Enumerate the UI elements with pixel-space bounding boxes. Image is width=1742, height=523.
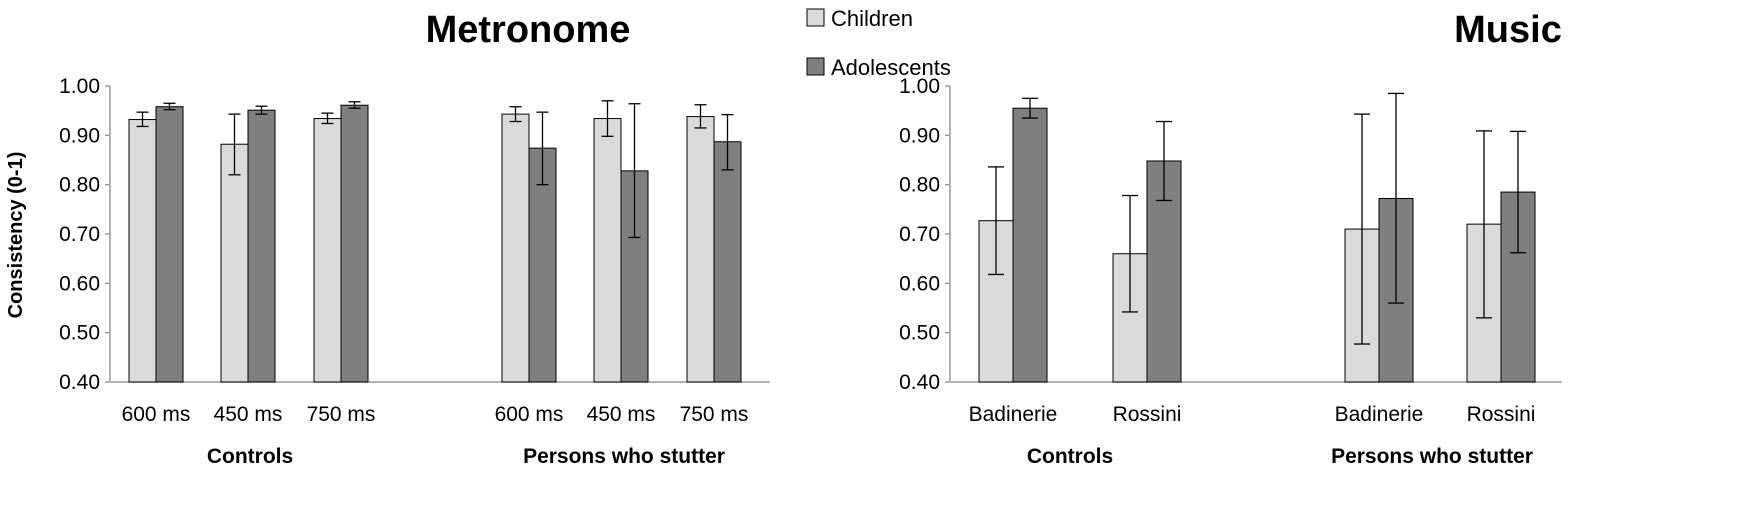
metronome-bar-children xyxy=(313,118,342,383)
music-y-tick-label: 0.60 xyxy=(899,272,940,295)
metronome-bar-adolescents xyxy=(340,104,369,383)
music-category-label: Badinerie xyxy=(1335,403,1424,426)
legend-swatch-adolescents xyxy=(806,57,825,76)
metronome-bar-children xyxy=(220,143,249,383)
music-error-bar-children xyxy=(1354,113,1370,345)
legend-label-adolescents: Adolescents xyxy=(831,55,951,80)
music-y-tick-label: 0.80 xyxy=(899,174,940,197)
metronome-error-bar-children xyxy=(694,104,707,129)
music-category-label: Rossini xyxy=(1113,403,1182,426)
metronome-bar-children xyxy=(501,113,530,383)
metronome-error-bar-children xyxy=(136,111,149,128)
metronome-error-bar-adolescents xyxy=(628,103,641,239)
metronome-bar-children xyxy=(593,118,622,383)
music-error-bar-adolescents xyxy=(1156,120,1172,202)
metronome-error-bar-adolescents xyxy=(348,101,361,109)
music-group-label: Persons who stutter xyxy=(1331,445,1533,468)
music-category-label: Rossini xyxy=(1467,403,1536,426)
music-error-bar-children xyxy=(988,166,1004,276)
metronome-category-label: 600 ms xyxy=(495,403,564,426)
metronome-category-label: 600 ms xyxy=(122,403,191,426)
metronome-y-tick-label: 0.80 xyxy=(59,174,100,197)
chart-title-music: Music xyxy=(1454,9,1562,51)
music-bar-adolescents xyxy=(1012,107,1048,383)
metronome-bar-adolescents xyxy=(528,147,557,383)
metronome-group-label: Controls xyxy=(207,445,293,468)
music-error-bar-adolescents xyxy=(1510,130,1526,254)
metronome-bar-adolescents xyxy=(247,109,276,383)
y-axis-label: Consistency (0-1) xyxy=(5,152,27,319)
metronome-category-label: 750 ms xyxy=(680,403,749,426)
music-y-tick-label: 1.00 xyxy=(899,75,940,98)
metronome-y-tick-label: 0.60 xyxy=(59,272,100,295)
metronome-error-bar-adolescents xyxy=(163,102,176,111)
music-y-tick-label: 0.50 xyxy=(899,322,940,345)
legend-swatch-children xyxy=(806,8,825,27)
metronome-error-bar-children xyxy=(321,112,334,125)
metronome-y-tick-label: 0.70 xyxy=(59,223,100,246)
music-error-bar-children xyxy=(1122,194,1138,313)
metronome-y-tick-label: 0.50 xyxy=(59,322,100,345)
metronome-y-tick-label: 1.00 xyxy=(59,75,100,98)
metronome-bar-children xyxy=(686,116,715,383)
metronome-category-label: 450 ms xyxy=(587,403,656,426)
metronome-error-bar-children xyxy=(601,100,614,137)
music-chart: 0.40 0.50 0.60 0.70 0.80 0.90 1.00 Badinerie Ros… xyxy=(899,75,1562,468)
metronome-bar-children xyxy=(128,119,157,383)
metronome-group-label: Persons who stutter xyxy=(523,445,725,468)
legend: Children Adolescents xyxy=(806,6,951,80)
metronome-error-bar-adolescents xyxy=(721,113,734,171)
metronome-y-tick-label: 0.90 xyxy=(59,124,100,147)
chart-title-metronome: Metronome xyxy=(426,9,631,51)
metronome-y-tick-label: 0.40 xyxy=(59,371,100,394)
music-y-tick-label: 0.40 xyxy=(899,371,940,394)
legend-label-children: Children xyxy=(831,6,913,31)
metronome-bar-adolescents xyxy=(713,141,742,383)
metronome-bar-adolescents xyxy=(155,106,184,383)
metronome-error-bar-adolescents xyxy=(536,111,549,186)
music-category-label: Badinerie xyxy=(969,403,1058,426)
metronome-category-label: 750 ms xyxy=(307,403,376,426)
music-error-bar-adolescents xyxy=(1388,92,1404,304)
metronome-error-bar-children xyxy=(509,106,522,123)
music-error-bar-children xyxy=(1476,130,1492,319)
music-y-tick-label: 0.90 xyxy=(899,124,940,147)
music-error-bar-adolescents xyxy=(1022,97,1038,119)
metronome-chart: 0.40 0.50 0.60 0.70 0.80 0.90 1.00 600 ms 450 ms… xyxy=(59,75,770,468)
metronome-error-bar-adolescents xyxy=(255,105,268,115)
metronome-category-label: 450 ms xyxy=(214,403,283,426)
metronome-error-bar-children xyxy=(228,113,241,176)
music-y-tick-label: 0.70 xyxy=(899,223,940,246)
music-group-label: Controls xyxy=(1027,445,1113,468)
